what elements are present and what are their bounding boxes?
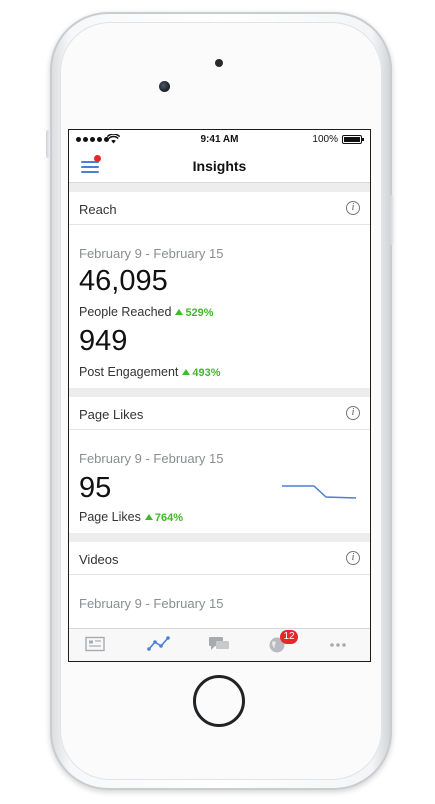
battery-percentage: 100% bbox=[312, 134, 338, 145]
post-engagement-label: Post Engagement bbox=[79, 365, 179, 379]
news-feed-icon bbox=[85, 636, 105, 652]
info-icon[interactable]: i bbox=[346, 406, 360, 420]
up-arrow-icon bbox=[144, 514, 153, 520]
front-camera bbox=[159, 81, 170, 92]
videos-card-header: Videos i bbox=[69, 542, 370, 575]
status-bar: 9:41 AM 100% bbox=[69, 130, 370, 150]
volume-button-left bbox=[46, 130, 50, 158]
home-button[interactable] bbox=[193, 675, 245, 727]
insights-icon bbox=[147, 636, 170, 651]
bottom-tab-bar: 12 bbox=[69, 628, 370, 661]
up-arrow-icon bbox=[175, 309, 184, 315]
volume-button-right bbox=[390, 195, 394, 245]
people-reached-label: People Reached bbox=[79, 305, 172, 319]
menu-notification-dot bbox=[94, 155, 101, 162]
reach-card-header: Reach i bbox=[69, 192, 370, 225]
tab-news-feed[interactable] bbox=[85, 636, 115, 656]
messages-icon bbox=[209, 637, 229, 650]
videos-card-title: Videos bbox=[79, 552, 119, 567]
page-likes-card-header: Page Likes i bbox=[69, 397, 370, 430]
people-reached-value: 46,095 bbox=[79, 265, 168, 297]
cell-signal-icon bbox=[76, 137, 109, 142]
page-likes-row: Page Likes 764% bbox=[79, 510, 183, 524]
tab-notifications[interactable]: 12 bbox=[268, 630, 298, 656]
status-time: 9:41 AM bbox=[200, 134, 239, 145]
page-likes-card-body[interactable]: February 9 - February 15 95 Page Likes 76… bbox=[69, 430, 370, 533]
info-icon[interactable]: i bbox=[346, 201, 360, 215]
post-engagement-delta: 493% bbox=[182, 367, 221, 379]
tab-messages[interactable] bbox=[208, 636, 238, 656]
people-reached-delta: 529% bbox=[175, 307, 214, 319]
people-reached-row: People Reached 529% bbox=[79, 305, 214, 319]
page-likes-delta: 764% bbox=[144, 512, 183, 524]
navigation-bar: Insights bbox=[69, 150, 370, 183]
post-engagement-row: Post Engagement 493% bbox=[79, 365, 221, 379]
videos-card-body[interactable]: February 9 - February 15 bbox=[69, 575, 370, 635]
menu-button[interactable] bbox=[81, 155, 103, 175]
tab-more[interactable] bbox=[328, 636, 358, 656]
page-likes-value: 95 bbox=[79, 472, 112, 504]
reach-date-range: February 9 - February 15 bbox=[79, 246, 224, 261]
page-likes-label: Page Likes bbox=[79, 510, 141, 524]
app-screen: 9:41 AM 100% Insights Reach i February 9… bbox=[68, 129, 371, 662]
reach-card-title: Reach bbox=[79, 202, 117, 217]
videos-date-range: February 9 - February 15 bbox=[79, 596, 224, 611]
post-engagement-value: 949 bbox=[79, 325, 128, 357]
wifi-icon bbox=[107, 134, 120, 144]
page-likes-sparkline bbox=[282, 485, 356, 499]
reach-card-body[interactable]: February 9 - February 15 46,095 People R… bbox=[69, 225, 370, 388]
page-likes-date-range: February 9 - February 15 bbox=[79, 451, 224, 466]
battery-icon bbox=[342, 135, 364, 144]
page-title: Insights bbox=[192, 158, 247, 174]
notifications-badge: 12 bbox=[280, 630, 298, 644]
tab-insights[interactable] bbox=[147, 636, 177, 656]
earpiece-speaker bbox=[215, 59, 223, 67]
page-likes-card-title: Page Likes bbox=[79, 407, 144, 422]
up-arrow-icon bbox=[182, 369, 191, 375]
info-icon[interactable]: i bbox=[346, 551, 360, 565]
more-icon bbox=[330, 643, 346, 647]
